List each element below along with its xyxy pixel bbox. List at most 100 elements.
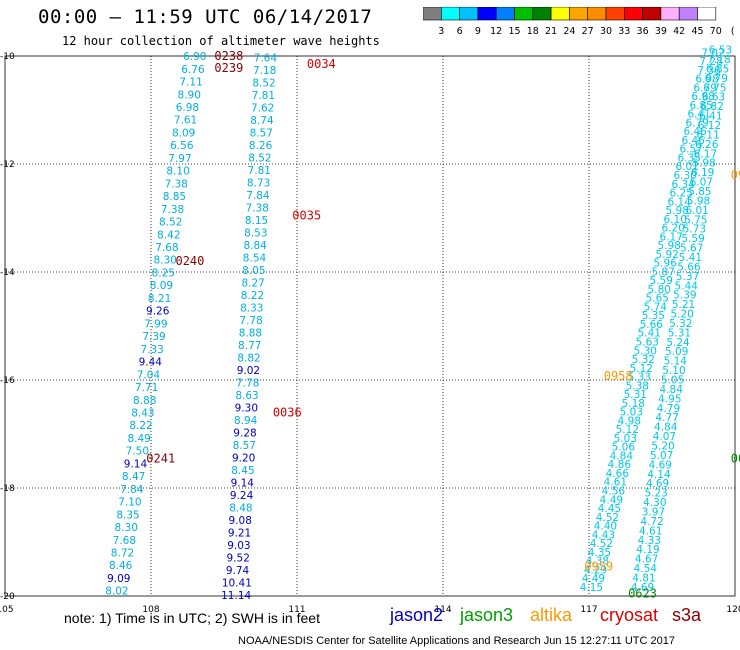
wave-height-label: 5.67 bbox=[680, 243, 703, 255]
colorbar-label: 33 bbox=[618, 26, 630, 37]
wave-height-label: 8.09 bbox=[172, 127, 195, 139]
x-tick-label: 105 bbox=[0, 605, 14, 615]
wave-height-label: 7.11 bbox=[179, 77, 202, 89]
pass-time-label: 0035 bbox=[292, 208, 321, 222]
wave-height-label: 8.09 bbox=[150, 280, 173, 292]
wave-height-label: 5.20 bbox=[670, 309, 693, 321]
wave-height-label: 4.95 bbox=[658, 393, 681, 405]
wave-height-label: 5.12 bbox=[630, 363, 653, 375]
wave-height-label: 6.11 bbox=[696, 129, 719, 141]
wave-height-label: 6.63 bbox=[702, 92, 725, 104]
wave-height-label: 9.24 bbox=[230, 490, 254, 502]
wave-height-label: 8.57 bbox=[250, 128, 273, 140]
wave-height-label: 4.69 bbox=[649, 459, 672, 471]
wave-height-label: 9.03 bbox=[227, 540, 250, 552]
wave-height-label: 5.39 bbox=[673, 290, 696, 302]
wave-height-label: 4.45 bbox=[598, 503, 621, 515]
wave-height-label: 9.74 bbox=[226, 565, 250, 577]
wave-height-label: 8.22 bbox=[129, 420, 152, 432]
wave-height-label: 8.02 bbox=[105, 586, 128, 598]
wave-height-label: 3.97 bbox=[642, 506, 665, 518]
wave-height-label: 6.34 bbox=[671, 179, 695, 191]
wave-height-label: 5.44 bbox=[675, 280, 699, 292]
x-tick-label: 108 bbox=[142, 605, 159, 615]
wave-height-label: 5.18 bbox=[622, 398, 645, 410]
wave-height-label: 7.02 bbox=[701, 47, 724, 59]
wave-height-label: 6.46 bbox=[683, 126, 707, 138]
wave-height-label: 5.80 bbox=[648, 284, 671, 296]
wave-height-label: 4.49 bbox=[582, 573, 605, 585]
legend-cryosat: cryosat bbox=[600, 605, 659, 625]
wave-height-label: 7.38 bbox=[246, 203, 269, 215]
colorbar-label: 45 bbox=[691, 26, 703, 37]
wave-height-label: 5.59 bbox=[650, 275, 673, 287]
wave-height-label: 5.23 bbox=[644, 488, 667, 500]
wave-height-label: 6.85 bbox=[689, 100, 712, 112]
wave-height-label: 5.06 bbox=[612, 442, 636, 454]
pass-time-label: 0240 bbox=[175, 254, 204, 268]
wave-height-label: 6.82 bbox=[701, 101, 724, 113]
wave-height-label: 6.90 bbox=[183, 51, 206, 63]
wave-height-label: 5.03 bbox=[614, 433, 637, 445]
colorbar-label: 12 bbox=[490, 26, 502, 37]
wave-height-label: 4.61 bbox=[604, 477, 627, 489]
wave-height-label: 9.28 bbox=[233, 428, 256, 440]
wave-height-label: 4.69 bbox=[646, 478, 669, 490]
legend-s3a: s3a bbox=[672, 605, 702, 625]
wave-height-label: 8.48 bbox=[229, 503, 252, 515]
colorbar-label: 9 bbox=[475, 26, 481, 37]
wave-height-label: 4.29 bbox=[584, 564, 607, 576]
y-tick-label: -20 bbox=[0, 592, 15, 602]
wave-height-label: 8.84 bbox=[243, 240, 267, 252]
wave-height-label: 5.31 bbox=[624, 389, 647, 401]
colorbar-label: 36 bbox=[637, 26, 649, 37]
wave-height-label: 8.85 bbox=[163, 191, 186, 203]
wave-height-label: 8.72 bbox=[111, 547, 134, 559]
wave-height-label: 5.21 bbox=[672, 299, 695, 311]
legend-jason2: jason2 bbox=[390, 605, 444, 625]
wave-height-label: 4.15 bbox=[580, 582, 603, 594]
wave-height-label: 8.57 bbox=[233, 440, 256, 452]
wave-height-label: 4.54 bbox=[634, 563, 658, 575]
wave-height-label: 8.15 bbox=[245, 215, 268, 227]
wave-height-label: 5.35 bbox=[642, 310, 665, 322]
wave-height-label: 6.19 bbox=[691, 167, 714, 179]
wave-height-label: 8.88 bbox=[133, 395, 156, 407]
wave-height-label: 4.84 bbox=[610, 450, 634, 462]
wave-height-label: 5.74 bbox=[644, 301, 668, 313]
colorbar-label: 6 bbox=[457, 26, 463, 37]
colorbar-label: 70 bbox=[710, 26, 722, 37]
wave-height-label: 5.32 bbox=[632, 354, 655, 366]
wave-height-label: 8.47 bbox=[122, 471, 145, 483]
wave-height-label: 8.77 bbox=[238, 340, 261, 352]
y-tick-label: -14 bbox=[0, 268, 15, 278]
wave-height-label: 8.52 bbox=[248, 153, 271, 165]
pass-time-label: 0036 bbox=[273, 405, 302, 419]
wave-height-label: 8.05 bbox=[242, 265, 265, 277]
wave-height-label: 7.18 bbox=[707, 54, 730, 66]
wave-height-label: 4.72 bbox=[640, 516, 663, 528]
wave-height-label: 8.21 bbox=[148, 293, 171, 305]
wave-height-label: 8.52 bbox=[252, 78, 275, 90]
wave-height-label: 5.31 bbox=[668, 327, 691, 339]
wave-height-label: 8.45 bbox=[231, 465, 254, 477]
wave-height-label: 8.73 bbox=[247, 178, 270, 190]
colorbar-label: 30 bbox=[600, 26, 612, 37]
wave-height-label: 5.87 bbox=[652, 266, 675, 278]
wave-height-label: 5.24 bbox=[666, 337, 690, 349]
wave-height-label: 8.35 bbox=[116, 509, 139, 521]
wave-height-label: 5.14 bbox=[664, 356, 688, 368]
wave-height-label: 9.20 bbox=[232, 453, 255, 465]
wave-height-label: 7.50 bbox=[126, 446, 149, 458]
pass-time-label: 0034 bbox=[307, 57, 336, 71]
wave-height-label: 4.52 bbox=[596, 512, 619, 524]
y-tick-label: -16 bbox=[0, 376, 15, 386]
legend-jason3: jason3 bbox=[460, 605, 514, 625]
x-tick-label: 111 bbox=[288, 605, 305, 615]
wave-height-label: 6.98 bbox=[176, 102, 199, 114]
wave-height-label: 7.84 bbox=[246, 190, 270, 202]
wave-height-label: 6.17 bbox=[694, 148, 717, 160]
credit-line: NOAA/NESDIS Center for Satellite Applica… bbox=[238, 635, 675, 647]
wave-height-label: 9.14 bbox=[231, 478, 255, 490]
wave-height-label: 6.53 bbox=[709, 45, 732, 57]
